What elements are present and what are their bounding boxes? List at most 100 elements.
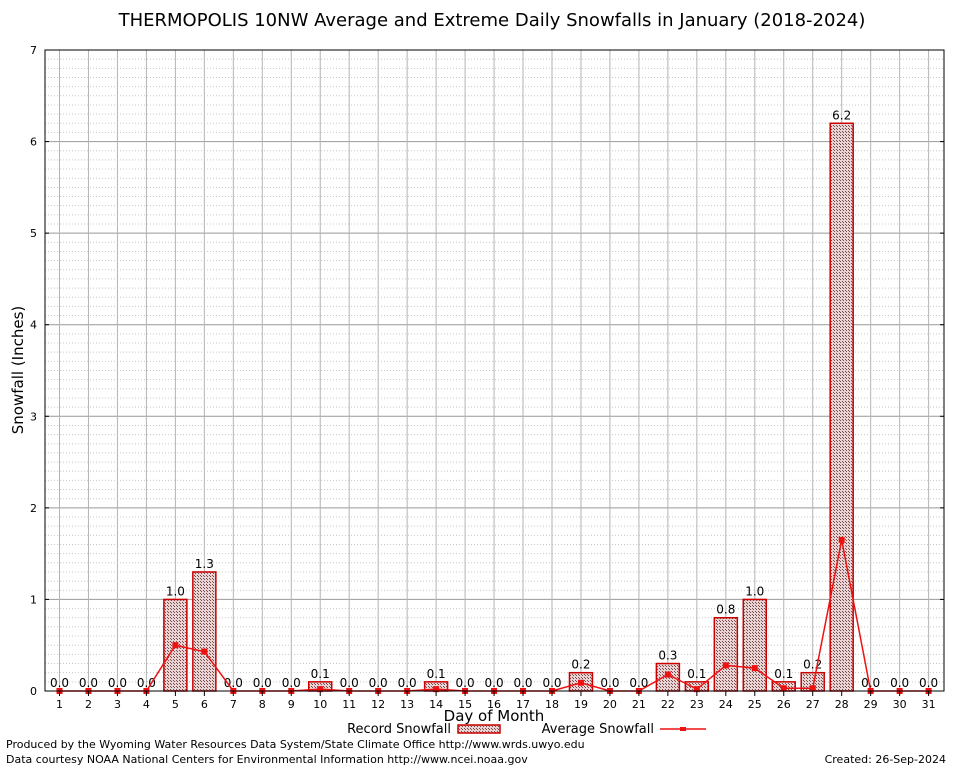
x-tick-label: 15 [458, 698, 472, 711]
x-tick-label: 27 [806, 698, 820, 711]
record-bar [829, 122, 854, 692]
x-tick-label: 31 [922, 698, 936, 711]
bar-value-label: 0.0 [253, 676, 272, 690]
footer-producer: Produced by the Wyoming Water Resources … [6, 738, 585, 751]
x-tick-label: 6 [201, 698, 208, 711]
bar-value-label: 1.0 [166, 584, 185, 598]
x-tick-label: 26 [777, 698, 791, 711]
x-tick-label: 16 [487, 698, 501, 711]
footer-data-source: Data courtesy NOAA National Centers for … [6, 753, 528, 766]
x-tick-label: 22 [661, 698, 675, 711]
bar-value-label: 0.0 [861, 676, 880, 690]
x-tick-label: 20 [603, 698, 617, 711]
bar-value-label: 0.8 [716, 603, 735, 617]
y-tick-label: 0 [30, 685, 37, 698]
bar-value-label: 0.2 [803, 658, 822, 672]
x-tick-label: 8 [259, 698, 266, 711]
average-point [751, 665, 758, 672]
bar-value-label: 0.0 [456, 676, 475, 690]
bar-value-label: 0.0 [513, 676, 532, 690]
average-point [780, 685, 787, 692]
bar-value-label: 0.1 [774, 667, 793, 681]
legend-average-label: Average Snowfall [542, 722, 654, 737]
bar-value-label: 0.0 [890, 676, 909, 690]
bar-value-label: 1.3 [195, 557, 214, 571]
average-point [722, 662, 729, 669]
bar-value-label: 0.0 [919, 676, 938, 690]
y-axis-label: Snowfall (Inches) [9, 306, 27, 434]
bar-value-labels: 0.0 0.0 0.0 0.0 1.0 1.3 0.0 0.0 0.0 0.1 0.0 0.0 0.0 0… [50, 108, 938, 690]
legend-average-marker [680, 727, 686, 731]
y-tick-label: 6 [30, 136, 37, 149]
record-bar [713, 616, 739, 692]
x-axis-label: Day of Month [444, 707, 545, 725]
y-tick-label: 5 [30, 227, 37, 240]
y-tick-label: 1 [30, 593, 37, 606]
x-tick-label: 24 [719, 698, 733, 711]
x-tick-label: 30 [893, 698, 907, 711]
y-tick-label: 7 [30, 44, 37, 57]
footer-created-date: Created: 26-Sep-2024 [825, 753, 946, 766]
chart-title: THERMOPOLIS 10NW Average and Extreme Dai… [118, 10, 866, 31]
x-tick-label: 5 [172, 698, 179, 711]
average-point [664, 671, 671, 678]
x-tick-label: 19 [574, 698, 588, 711]
x-tick-label: 2 [85, 698, 92, 711]
bar-value-label: 0.0 [629, 676, 648, 690]
bar-value-label: 0.0 [369, 676, 388, 690]
bar-value-label: 0.0 [340, 676, 359, 690]
x-tick-label: 12 [371, 698, 385, 711]
x-tick-label: 9 [288, 698, 295, 711]
x-tick-label: 18 [545, 698, 559, 711]
average-point [577, 679, 584, 686]
bar-value-label: 0.0 [282, 676, 301, 690]
bar-value-label: 0.0 [398, 676, 417, 690]
record-bar [192, 571, 217, 692]
y-axis-ticks: 0 1 2 3 4 5 6 7 [30, 44, 944, 698]
x-axis-ticks: 1 2 3 4 5 6 7 8 9 10 11 12 13 14 15 16 17 18 19 20 21 22 23 24 2… [56, 691, 936, 711]
x-tick-label: 14 [429, 698, 443, 711]
average-point [172, 642, 179, 649]
y-tick-label: 3 [30, 410, 37, 423]
legend-record-swatch [457, 724, 501, 734]
legend-record-label: Record Snowfall [347, 722, 451, 737]
x-tick-label: 17 [516, 698, 530, 711]
y-tick-label: 4 [30, 319, 37, 332]
average-point [809, 685, 816, 692]
bar-value-label: 0.1 [427, 667, 446, 681]
bar-value-label: 0.0 [108, 676, 127, 690]
x-tick-label: 7 [230, 698, 237, 711]
x-tick-label: 21 [632, 698, 646, 711]
average-point [317, 686, 324, 693]
x-tick-label: 4 [143, 698, 150, 711]
x-tick-label: 13 [400, 698, 414, 711]
average-point [838, 536, 845, 543]
x-tick-label: 10 [313, 698, 327, 711]
bar-value-label: 0.1 [687, 667, 706, 681]
legend: Record Snowfall Average Snowfall [347, 722, 706, 737]
x-tick-label: 3 [114, 698, 121, 711]
x-tick-label: 23 [690, 698, 704, 711]
bar-value-label: 0.0 [137, 676, 156, 690]
x-tick-label: 28 [835, 698, 849, 711]
bar-value-label: 1.0 [745, 584, 764, 598]
bar-value-label: 0.0 [485, 676, 504, 690]
bar-value-label: 0.0 [224, 676, 243, 690]
y-tick-label: 2 [30, 502, 37, 515]
bar-value-label: 0.2 [571, 658, 590, 672]
x-tick-label: 29 [864, 698, 878, 711]
bar-value-label: 0.3 [658, 649, 677, 663]
x-tick-label: 1 [56, 698, 63, 711]
bar-value-label: 0.0 [542, 676, 561, 690]
x-tick-label: 25 [748, 698, 762, 711]
average-point [201, 648, 208, 655]
average-point [433, 686, 440, 693]
bar-value-label: 6.2 [832, 108, 851, 122]
bar-value-label: 0.0 [79, 676, 98, 690]
x-tick-label: 11 [342, 698, 356, 711]
average-point [693, 686, 700, 693]
bar-value-label: 0.1 [311, 667, 330, 681]
bar-value-label: 0.0 [50, 676, 69, 690]
record-bar [742, 598, 768, 692]
